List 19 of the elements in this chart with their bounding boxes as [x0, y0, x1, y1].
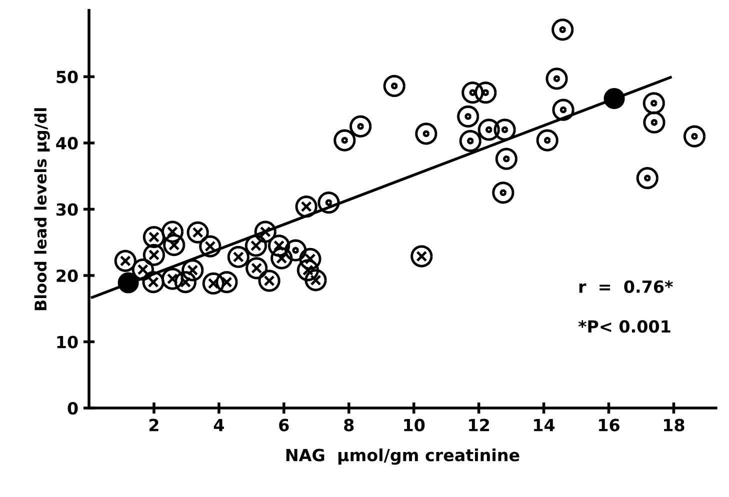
- x-tick-label: 14: [534, 418, 555, 432]
- x-tick-label: 2: [149, 418, 158, 432]
- x-tick-label: 16: [599, 418, 620, 432]
- y-axis-title: Blood lead levels μg/dl: [34, 108, 50, 310]
- x-tick-label: 18: [664, 418, 684, 432]
- x-tick-label: 8: [344, 418, 354, 432]
- x-tick-label: 12: [469, 418, 489, 432]
- y-tick-label: 30: [56, 203, 78, 216]
- annotation: *P< 0.001: [578, 320, 670, 333]
- x-tick-label: 6: [279, 418, 289, 432]
- y-tick-label: 10: [57, 336, 78, 348]
- x-tick-label: 10: [404, 418, 425, 432]
- x-axis-title: NAG μmol/gm creatinine: [286, 448, 520, 465]
- y-tick-label: 20: [56, 269, 78, 282]
- x-tick-label: 4: [214, 418, 224, 432]
- y-tick-label: 50: [56, 70, 78, 84]
- y-tick-label: 0: [68, 402, 78, 415]
- annotation: r = 0.76*: [579, 280, 673, 293]
- y-tick-label: 40: [56, 136, 78, 150]
